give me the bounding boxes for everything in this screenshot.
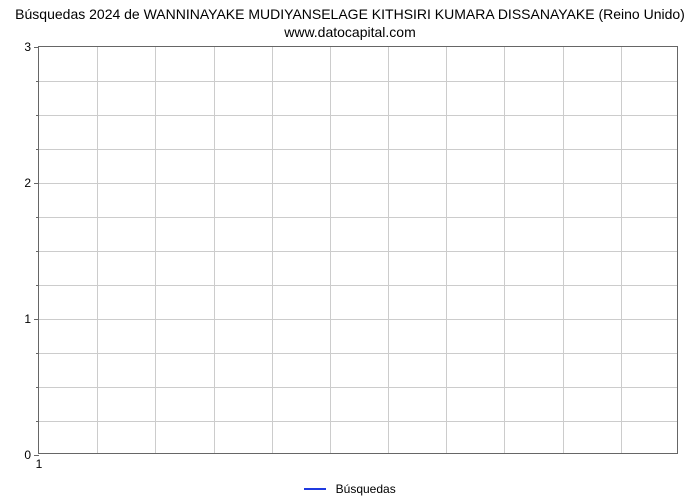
legend-label: Búsquedas: [336, 482, 396, 496]
gridline-horizontal: [39, 115, 677, 116]
y-minor-tick: [36, 149, 39, 150]
y-tick-label: 1: [24, 312, 31, 326]
gridline-horizontal: [39, 149, 677, 150]
gridline-vertical: [155, 47, 156, 453]
gridline-horizontal-major: [39, 183, 677, 184]
plot-area: 01231: [38, 46, 678, 454]
y-tick-label: 2: [24, 176, 31, 190]
y-tick-label: 0: [24, 448, 31, 462]
chart-title-line2: www.datocapital.com: [0, 24, 700, 42]
y-minor-tick: [36, 353, 39, 354]
y-major-tick: [34, 455, 39, 456]
y-major-tick: [34, 183, 39, 184]
y-minor-tick: [36, 387, 39, 388]
gridline-horizontal: [39, 217, 677, 218]
gridline-vertical: [504, 47, 505, 453]
y-major-tick: [34, 319, 39, 320]
gridline-vertical: [563, 47, 564, 453]
gridline-vertical: [272, 47, 273, 453]
gridline-horizontal: [39, 387, 677, 388]
gridline-vertical: [330, 47, 331, 453]
gridline-horizontal: [39, 251, 677, 252]
gridline-horizontal-major: [39, 319, 677, 320]
chart-title-line1: Búsquedas 2024 de WANNINAYAKE MUDIYANSEL…: [0, 6, 700, 24]
legend: Búsquedas: [0, 481, 700, 496]
gridline-horizontal: [39, 353, 677, 354]
gridline-vertical: [388, 47, 389, 453]
gridline-horizontal: [39, 421, 677, 422]
gridline-vertical: [214, 47, 215, 453]
gridline-horizontal: [39, 81, 677, 82]
chart-title: Búsquedas 2024 de WANNINAYAKE MUDIYANSEL…: [0, 6, 700, 41]
y-minor-tick: [36, 81, 39, 82]
gridline-vertical: [446, 47, 447, 453]
gridline-horizontal: [39, 285, 677, 286]
y-minor-tick: [36, 217, 39, 218]
y-minor-tick: [36, 115, 39, 116]
y-tick-label: 3: [24, 40, 31, 54]
y-minor-tick: [36, 421, 39, 422]
y-major-tick: [34, 47, 39, 48]
gridline-vertical: [621, 47, 622, 453]
legend-swatch: [304, 488, 326, 490]
x-tick-label: 1: [36, 457, 43, 471]
y-minor-tick: [36, 251, 39, 252]
chart-container: Búsquedas 2024 de WANNINAYAKE MUDIYANSEL…: [0, 0, 700, 500]
y-minor-tick: [36, 285, 39, 286]
gridline-vertical: [97, 47, 98, 453]
